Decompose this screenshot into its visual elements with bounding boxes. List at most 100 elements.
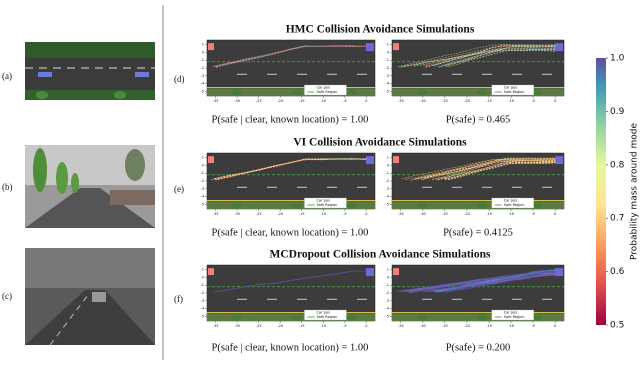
x-tick-label: -10 bbox=[508, 99, 514, 103]
x-tick-label: -5 bbox=[531, 212, 535, 216]
trajectory bbox=[213, 158, 367, 179]
trajectory bbox=[435, 47, 556, 67]
row-label: (e) bbox=[174, 184, 184, 194]
trajectory bbox=[415, 160, 556, 180]
y-tick-label: -3 bbox=[201, 187, 205, 191]
bush bbox=[232, 314, 242, 321]
x-tick-label: -20 bbox=[277, 99, 283, 103]
x-tick-label: -5 bbox=[531, 324, 535, 328]
verge bbox=[207, 201, 375, 209]
obstacle bbox=[366, 156, 374, 165]
x-tick-label: -35 bbox=[398, 99, 404, 103]
x-tick-label: -35 bbox=[398, 212, 404, 216]
trajectory bbox=[214, 158, 367, 180]
y-tick-label: 0 bbox=[387, 163, 389, 167]
bush bbox=[347, 314, 357, 321]
x-tick-label: -30 bbox=[420, 99, 426, 103]
y-tick-label: 1 bbox=[202, 43, 204, 47]
y-tick-label: 0 bbox=[387, 275, 389, 279]
legend-entry: Car pos bbox=[316, 86, 330, 90]
verge bbox=[207, 88, 375, 96]
y-tick-label: 1 bbox=[387, 43, 389, 47]
subplot: -35 -30 -25 -20 -15 -10 -5 0 1 0 -1 -2 -3 -4 -5 Car pos… bbox=[201, 152, 376, 216]
colorbar bbox=[596, 58, 606, 325]
trajectory bbox=[215, 45, 367, 67]
bush bbox=[292, 89, 302, 96]
y-tick-label: -1 bbox=[386, 58, 390, 62]
bush bbox=[532, 202, 542, 209]
trajectory bbox=[215, 45, 367, 67]
bush bbox=[532, 89, 542, 96]
x-tick-label: -5 bbox=[531, 99, 535, 103]
trajectory bbox=[215, 158, 367, 181]
trajectory bbox=[439, 46, 556, 68]
panel-label: (c) bbox=[2, 291, 12, 301]
x-tick-label: -35 bbox=[213, 212, 219, 216]
x-tick-label: -5 bbox=[343, 99, 347, 103]
bush bbox=[292, 202, 302, 209]
y-tick-label: -4 bbox=[386, 307, 390, 311]
y-tick-label: -4 bbox=[201, 195, 205, 199]
x-tick-label: -20 bbox=[464, 99, 470, 103]
x-tick-label: -10 bbox=[320, 99, 326, 103]
legend-box bbox=[304, 84, 347, 96]
colorbar-tick-label: 0.8 bbox=[610, 160, 625, 170]
trajectory bbox=[401, 158, 556, 180]
x-tick-label: -15 bbox=[486, 99, 492, 103]
x-tick-label: -5 bbox=[343, 212, 347, 216]
x-tick-label: -35 bbox=[398, 324, 404, 328]
trajectory bbox=[403, 45, 556, 67]
trajectory bbox=[436, 161, 556, 180]
x-tick-label: -20 bbox=[464, 212, 470, 216]
y-tick-label: 0 bbox=[387, 50, 389, 54]
legend-box bbox=[304, 309, 347, 321]
x-tick-label: -25 bbox=[442, 212, 448, 216]
y-tick-label: 1 bbox=[387, 268, 389, 272]
colorbar-tick-label: 0.9 bbox=[610, 107, 625, 117]
y-tick-label: -3 bbox=[201, 299, 205, 303]
legend-entry: Safe Region bbox=[316, 90, 337, 94]
x-tick-label: -35 bbox=[213, 99, 219, 103]
y-tick-label: 1 bbox=[202, 156, 204, 160]
x-tick-label: -25 bbox=[442, 324, 448, 328]
trajectory bbox=[214, 158, 367, 179]
legend-entry: Car pos bbox=[504, 199, 518, 203]
legend-entry: Safe Region bbox=[316, 315, 337, 319]
bush bbox=[347, 89, 357, 96]
y-tick-label: -5 bbox=[201, 89, 205, 93]
x-tick-label: 0 bbox=[365, 324, 367, 328]
trajectory bbox=[214, 45, 367, 67]
y-tick-label: -5 bbox=[386, 314, 390, 318]
x-tick-label: -25 bbox=[442, 99, 448, 103]
y-tick-label: 1 bbox=[202, 268, 204, 272]
caption: P(safe) = 0.465 bbox=[446, 114, 511, 125]
caption: P(safe | clear, known location) = 1.00 bbox=[212, 114, 369, 125]
row-label: (f) bbox=[174, 294, 183, 304]
start-car bbox=[208, 156, 214, 164]
caption: P(safe | clear, known location) = 1.00 bbox=[212, 342, 369, 353]
y-tick-label: -2 bbox=[201, 291, 205, 295]
legend-entry: Safe Region bbox=[504, 315, 525, 319]
road bbox=[206, 152, 376, 210]
panel-label: (b) bbox=[2, 182, 13, 192]
y-tick-label: -4 bbox=[201, 82, 205, 86]
x-tick-label: 0 bbox=[554, 324, 556, 328]
colorbar-tick-label: 0.5 bbox=[610, 321, 624, 331]
bush bbox=[232, 202, 242, 209]
caption: P(safe) = 0.200 bbox=[446, 342, 511, 353]
y-tick-label: -3 bbox=[201, 74, 205, 78]
bush bbox=[417, 202, 427, 209]
y-tick-label: -1 bbox=[201, 58, 205, 62]
bush bbox=[417, 89, 427, 96]
start-car bbox=[208, 268, 214, 276]
caption: P(safe | clear, known location) = 1.00 bbox=[212, 227, 369, 238]
start-car bbox=[393, 156, 399, 164]
x-tick-label: 0 bbox=[554, 99, 556, 103]
bush bbox=[477, 314, 487, 321]
x-tick-label: -10 bbox=[320, 212, 326, 216]
bush bbox=[417, 314, 427, 321]
trajectory bbox=[421, 160, 556, 180]
y-tick-label: -1 bbox=[386, 283, 390, 287]
x-tick-label: -25 bbox=[256, 212, 262, 216]
